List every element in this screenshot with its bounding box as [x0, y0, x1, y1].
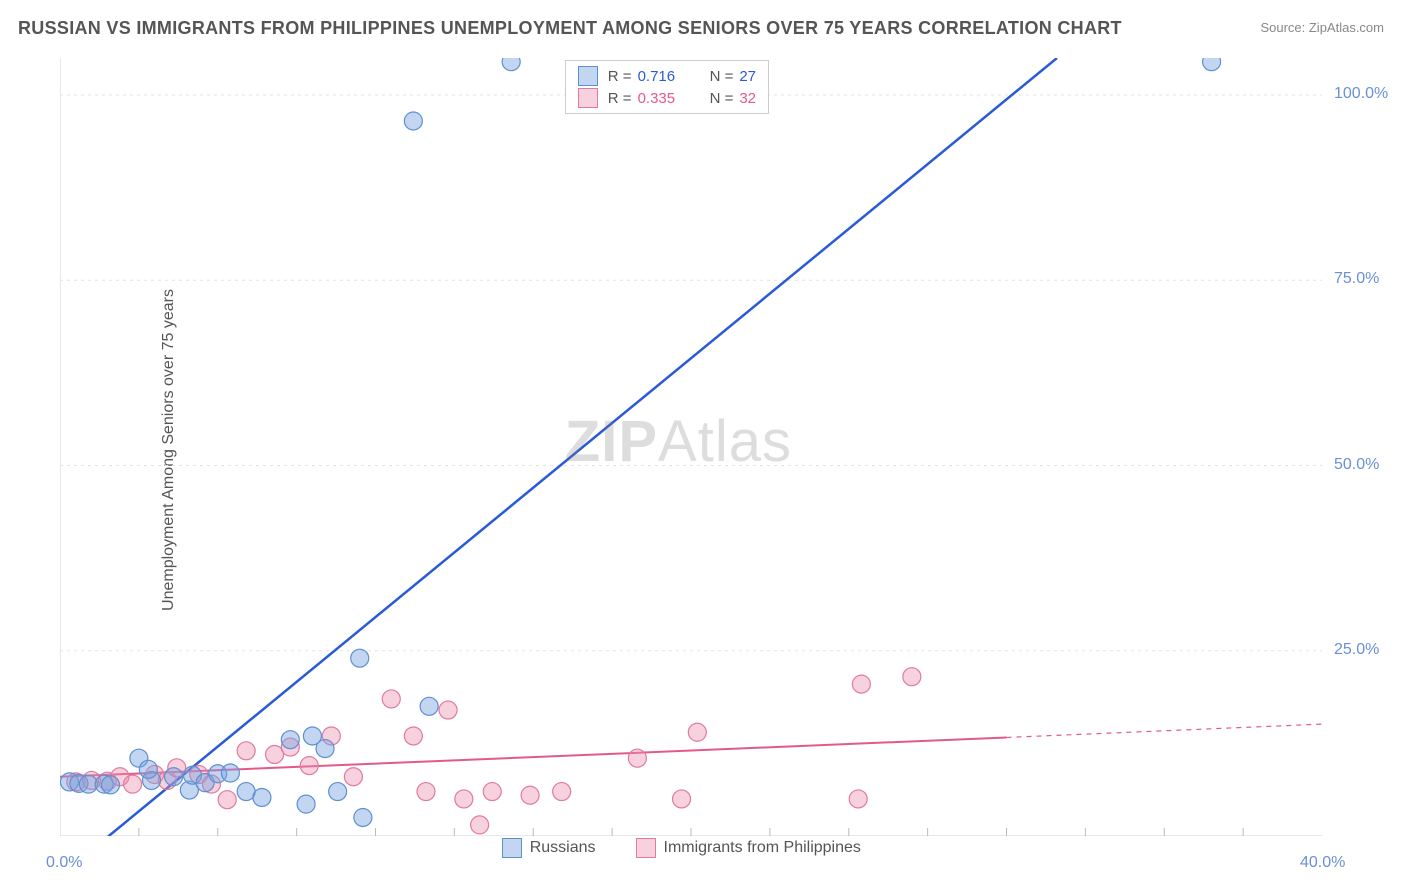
n-value-russians: 27 — [739, 68, 756, 85]
y-tick-label: 100.0% — [1334, 85, 1388, 103]
swatch-russians — [578, 66, 598, 86]
n-value-philippines: 32 — [739, 90, 756, 107]
y-tick-label: 25.0% — [1334, 641, 1379, 659]
scatter-plot — [60, 58, 1322, 836]
y-tick-label: 75.0% — [1334, 270, 1379, 288]
n-label: N = — [710, 90, 734, 107]
r-value-russians: 0.716 — [638, 68, 692, 85]
legend-row-b: R = 0.335 N = 32 — [578, 87, 756, 109]
source-attribution: Source: ZipAtlas.com — [1260, 20, 1384, 35]
n-label: N = — [710, 68, 734, 85]
r-label: R = — [608, 68, 632, 85]
legend-row-a: R = 0.716 N = 27 — [578, 65, 756, 87]
chart-title: RUSSIAN VS IMMIGRANTS FROM PHILIPPINES U… — [18, 18, 1122, 39]
swatch-philippines-icon — [636, 838, 656, 858]
y-tick-label: 50.0% — [1334, 456, 1379, 474]
source-name: ZipAtlas.com — [1309, 20, 1384, 35]
x-tick-max: 40.0% — [1300, 854, 1345, 872]
legend-item-philippines: Immigrants from Philippines — [636, 838, 861, 858]
legend-item-russians: Russians — [502, 838, 596, 858]
series-name-russians: Russians — [530, 839, 596, 857]
correlation-legend: R = 0.716 N = 27 R = 0.335 N = 32 — [565, 60, 769, 114]
r-label: R = — [608, 90, 632, 107]
swatch-russians-icon — [502, 838, 522, 858]
r-value-philippines: 0.335 — [638, 90, 692, 107]
swatch-philippines — [578, 88, 598, 108]
source-prefix: Source: — [1260, 20, 1308, 35]
series-legend: Russians Immigrants from Philippines — [502, 838, 901, 858]
x-tick-zero: 0.0% — [46, 854, 82, 872]
series-name-philippines: Immigrants from Philippines — [664, 839, 861, 857]
